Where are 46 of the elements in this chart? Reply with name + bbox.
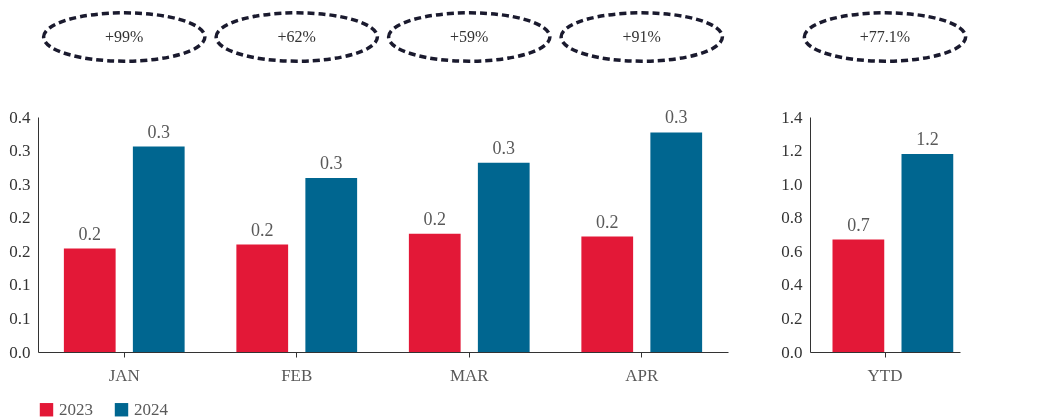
y-tick-label: 1.0 — [781, 174, 803, 194]
y-tick-label: 0.4 — [9, 107, 31, 127]
bar — [477, 162, 530, 352]
y-tick-label: 0.2 — [9, 241, 31, 261]
bar — [581, 236, 634, 352]
y-tick-label: 0.2 — [9, 208, 31, 228]
bar — [650, 132, 703, 352]
text: +77.1% — [859, 28, 911, 45]
y-tick-label: 0.8 — [781, 208, 803, 228]
x-tick-label: JAN — [108, 365, 140, 385]
data-label: 1.2 — [916, 128, 939, 149]
data-label: 0.2 — [78, 223, 101, 244]
text: +99% — [105, 28, 144, 45]
y-tick-label: 0.1 — [9, 275, 31, 295]
x-tick-label: FEB — [281, 365, 313, 385]
y-tick-label: 0.4 — [781, 275, 803, 295]
x-tick-label: APR — [625, 365, 659, 385]
bar — [236, 244, 289, 352]
y-tick-label: 0.3 — [9, 174, 31, 194]
bar — [305, 178, 358, 352]
data-label: 0.3 — [665, 107, 688, 128]
text: +62% — [277, 28, 316, 45]
bar — [63, 248, 116, 352]
bar — [408, 233, 461, 352]
bar — [132, 146, 185, 352]
legend-label: 2023 — [59, 399, 93, 417]
y-tick-label: 0.1 — [9, 308, 31, 328]
data-label: 0.3 — [492, 137, 515, 158]
y-tick-label: 0.0 — [9, 342, 31, 362]
y-tick-label: 0.0 — [781, 342, 803, 362]
y-tick-label: 1.4 — [781, 107, 803, 127]
y-tick-label: 0.6 — [781, 241, 803, 261]
data-label: 0.7 — [847, 214, 870, 235]
data-label: 0.3 — [147, 121, 170, 142]
data-label: 0.2 — [423, 208, 446, 229]
x-tick-label: MAR — [449, 365, 490, 385]
text: +91% — [622, 28, 661, 45]
data-label: 0.3 — [320, 153, 343, 174]
legend-label: 2024 — [134, 399, 169, 417]
data-label: 0.2 — [251, 219, 274, 240]
text: +59% — [450, 28, 489, 45]
y-tick-label: 0.2 — [781, 308, 803, 328]
x-tick-label: YTD — [867, 365, 903, 385]
data-label: 0.2 — [596, 211, 619, 232]
y-tick-label: 0.3 — [9, 141, 31, 161]
y-tick-label: 1.2 — [781, 141, 803, 161]
